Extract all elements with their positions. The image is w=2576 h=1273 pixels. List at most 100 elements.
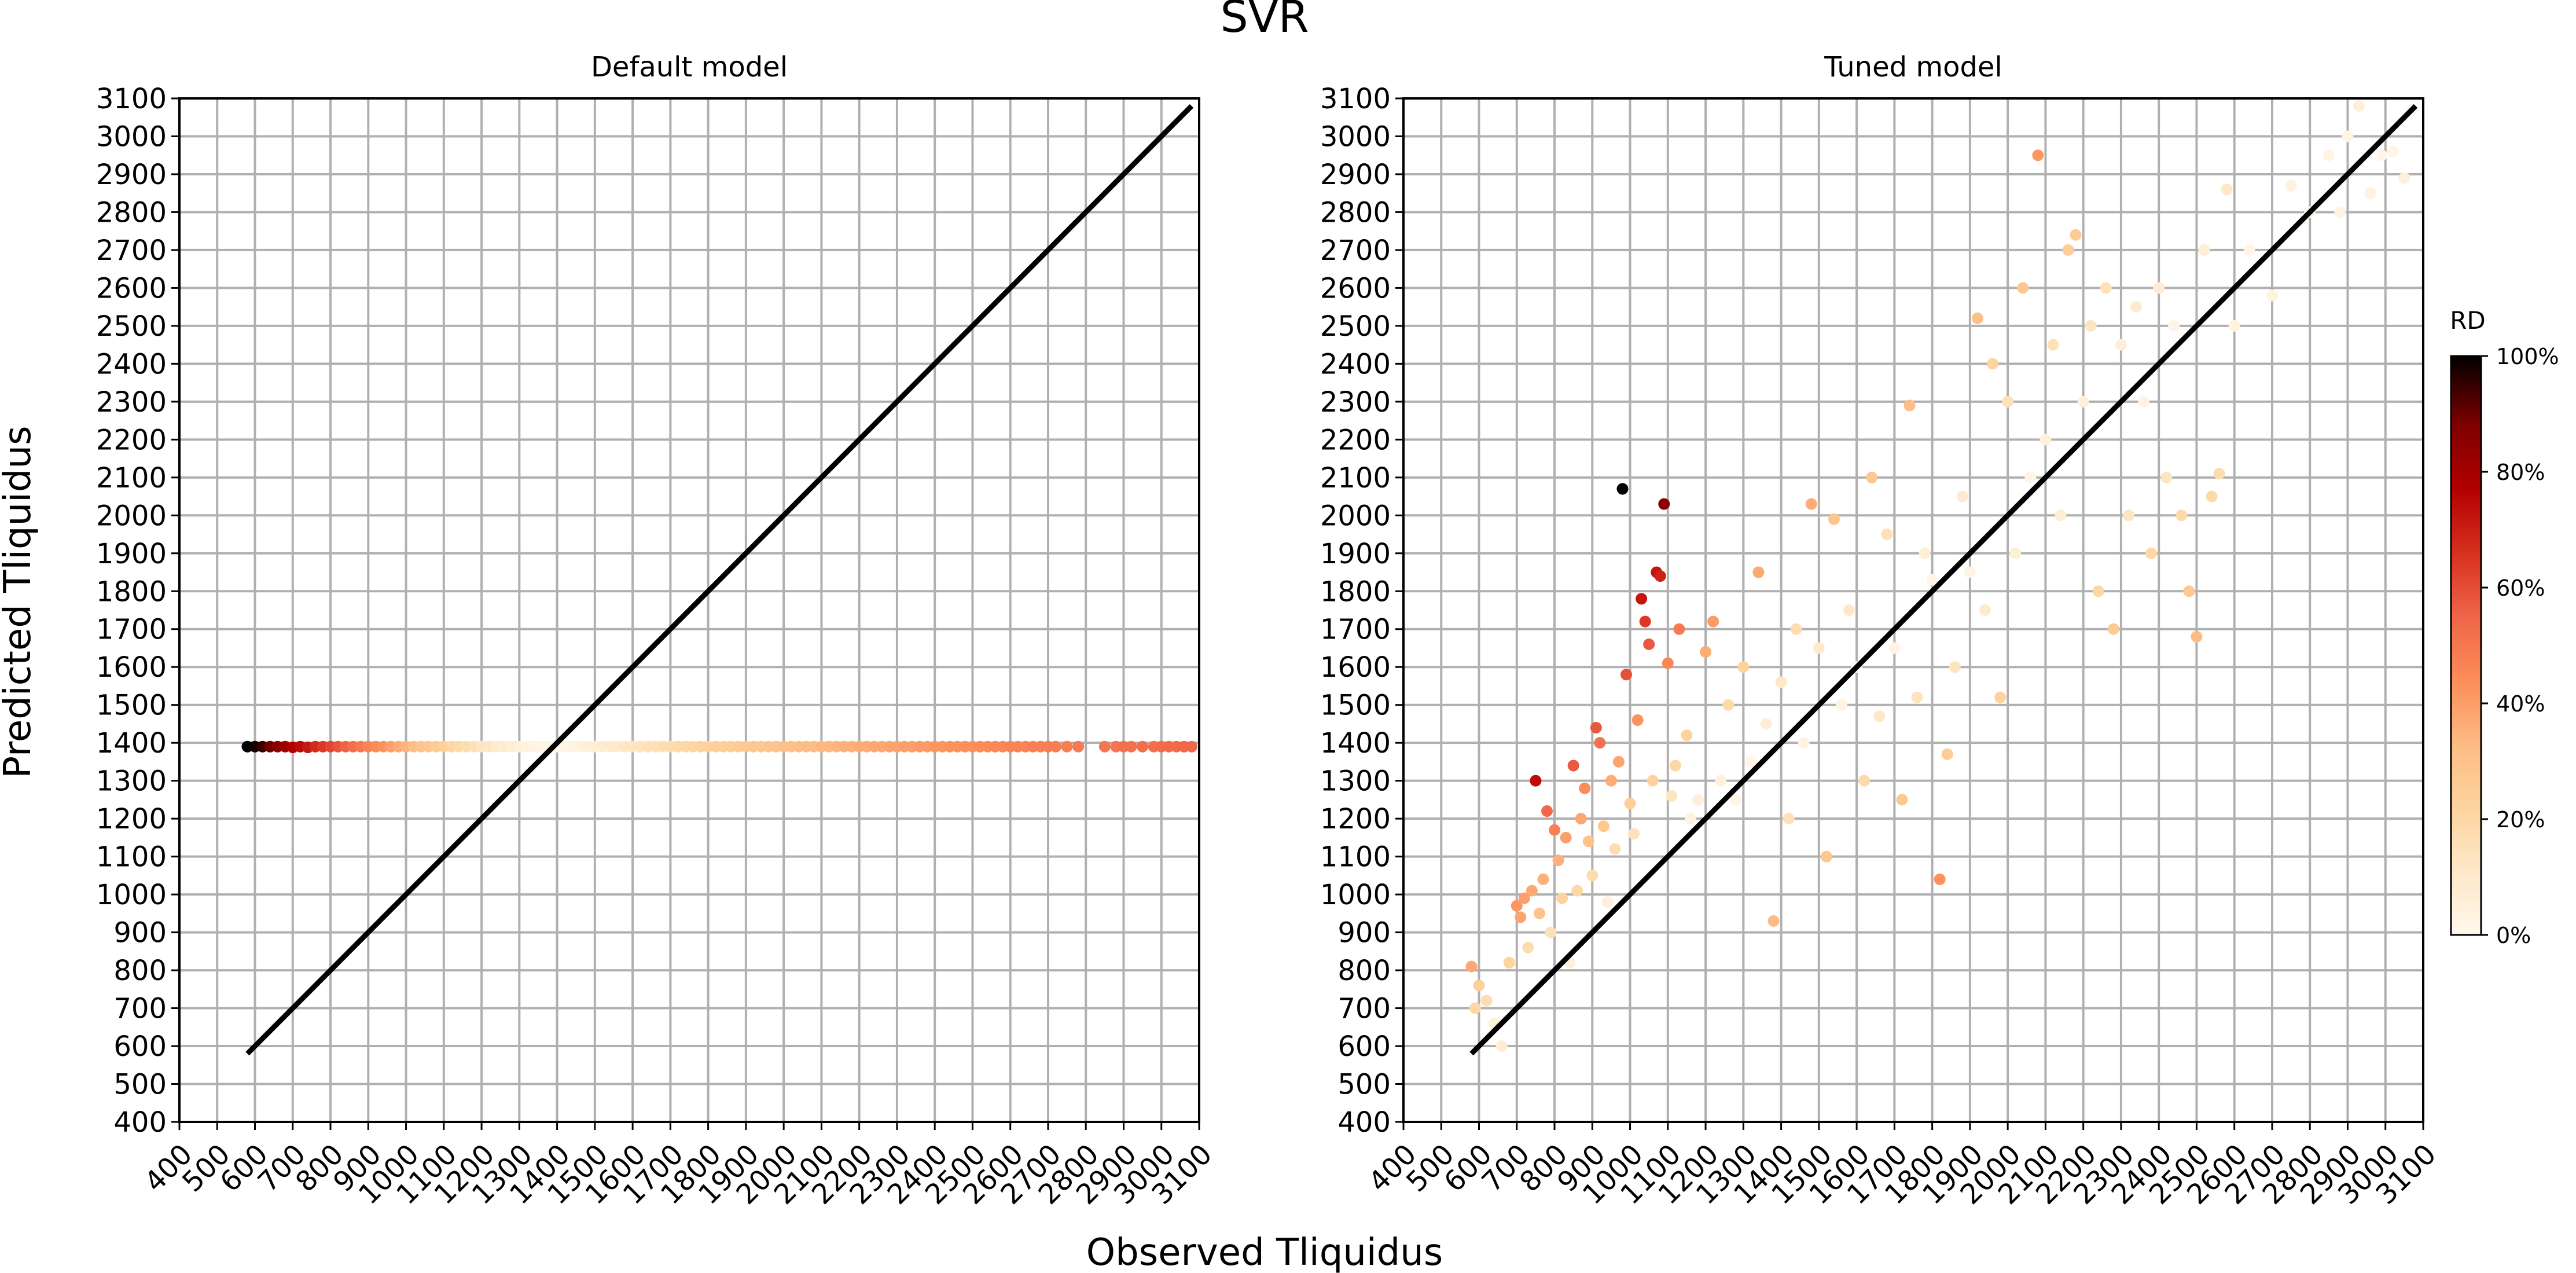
data-point xyxy=(1987,358,1999,370)
tuned-model-panel: Tuned model 400 500 600 700 800 900 1000 1100 120… xyxy=(1320,51,2443,1211)
data-point xyxy=(1813,642,1825,654)
data-point xyxy=(1692,794,1704,806)
data-point xyxy=(1522,941,1534,953)
data-point xyxy=(1684,813,1696,825)
tuned-model-axes-frame xyxy=(1402,97,2424,1123)
y-tick-label: 1700 xyxy=(1320,614,1391,646)
y-tick-label: 1200 xyxy=(1320,803,1391,835)
data-point xyxy=(1620,669,1633,681)
data-point xyxy=(1707,615,1719,628)
data-point xyxy=(1858,775,1871,787)
y-tick-label: 2500 xyxy=(1320,310,1391,343)
y-tick-label: 900 xyxy=(1337,917,1391,949)
data-point xyxy=(1896,794,1908,806)
data-point xyxy=(1575,813,1587,825)
data-point xyxy=(1681,729,1693,742)
y-tick-label: 3000 xyxy=(1320,120,1391,153)
data-point xyxy=(2032,149,2044,162)
data-point xyxy=(1673,623,1685,635)
y-tick-label: 2400 xyxy=(96,348,167,380)
data-point xyxy=(1628,828,1640,840)
data-point xyxy=(2100,282,2112,294)
data-point xyxy=(1941,748,1953,760)
data-point xyxy=(1560,831,1572,843)
y-tick-label: 600 xyxy=(113,1030,167,1063)
y-tick-label: 1200 xyxy=(96,803,167,835)
figure-x-axis-label: Observed Tliquidus xyxy=(1086,1231,1443,1273)
y-tick-label: 800 xyxy=(113,955,167,987)
y-tick-label: 2500 xyxy=(96,310,167,343)
data-point xyxy=(1752,566,1765,578)
data-point xyxy=(1658,498,1670,510)
y-tick-label: 2700 xyxy=(96,234,167,267)
data-point xyxy=(1518,892,1530,904)
y-tick-label: 1500 xyxy=(96,689,167,722)
data-point xyxy=(1662,657,1674,669)
data-point xyxy=(1511,900,1523,912)
data-point xyxy=(1072,740,1085,753)
default-model-panel: Default model 400 500 600 700 800 900 1000 1100 1… xyxy=(96,51,1219,1211)
colorbar-tick-label: 100% xyxy=(2496,344,2559,369)
data-point xyxy=(2153,282,2165,294)
data-point xyxy=(2183,585,2195,597)
y-tick-label: 400 xyxy=(113,1106,167,1139)
data-point xyxy=(2334,206,2346,218)
y-tick-label: 1000 xyxy=(96,879,167,911)
y-tick-label: 2300 xyxy=(96,386,167,419)
data-point xyxy=(2092,585,2104,597)
data-point xyxy=(2342,130,2354,142)
data-point xyxy=(1515,911,1527,923)
data-point xyxy=(2009,547,2022,559)
data-point xyxy=(1926,574,1938,586)
data-point xyxy=(1873,710,1886,722)
data-point xyxy=(1552,854,1564,867)
data-point xyxy=(1473,979,1485,992)
y-tick-label: 3100 xyxy=(1320,83,1391,115)
data-point xyxy=(1669,760,1681,772)
data-point xyxy=(1541,805,1553,817)
data-point xyxy=(1715,775,1727,787)
data-point xyxy=(1911,691,1923,703)
figure-y-axis-label: Predicted Tliquidus xyxy=(0,426,39,779)
data-point xyxy=(2243,244,2255,256)
y-tick-label: 1300 xyxy=(96,765,167,798)
y-tick-label: 1600 xyxy=(1320,651,1391,684)
data-point xyxy=(2398,172,2410,184)
data-point xyxy=(2107,623,2119,635)
data-point xyxy=(1919,547,1931,559)
data-point xyxy=(1579,782,1591,794)
y-tick-label: 1600 xyxy=(96,651,167,684)
colorbar-tick-label: 40% xyxy=(2496,691,2545,717)
y-tick-label: 2200 xyxy=(96,424,167,456)
data-point xyxy=(1639,615,1651,628)
data-point xyxy=(1934,873,1946,885)
data-point xyxy=(2122,509,2134,522)
data-point xyxy=(2191,630,2203,643)
y-tick-label: 1000 xyxy=(1320,879,1391,911)
data-point xyxy=(1730,794,1742,806)
data-point xyxy=(2024,471,2037,483)
data-point xyxy=(1533,907,1545,919)
y-tick-label: 900 xyxy=(113,917,167,949)
y-tick-label: 1800 xyxy=(1320,575,1391,608)
data-point xyxy=(1820,850,1832,863)
data-point xyxy=(1775,676,1787,688)
y-tick-label: 700 xyxy=(1337,993,1391,1025)
data-point xyxy=(2228,320,2240,332)
default-model-identity-line xyxy=(245,104,1194,1056)
data-point xyxy=(1545,926,1557,938)
data-point xyxy=(1783,813,1795,825)
data-point xyxy=(1881,529,1893,541)
figure-suptitle: SVR xyxy=(1220,0,1309,42)
data-point xyxy=(2055,509,2067,522)
data-point xyxy=(1647,775,1659,787)
y-tick-label: 3100 xyxy=(96,83,167,115)
data-point xyxy=(2115,339,2127,351)
data-point xyxy=(1843,604,1855,616)
default-model-title: Default model xyxy=(591,51,788,83)
y-tick-label: 600 xyxy=(1337,1030,1391,1063)
data-point xyxy=(2168,320,2180,332)
colorbar-gradient xyxy=(2450,355,2482,936)
data-point xyxy=(1526,885,1538,897)
data-point xyxy=(1616,483,1629,495)
